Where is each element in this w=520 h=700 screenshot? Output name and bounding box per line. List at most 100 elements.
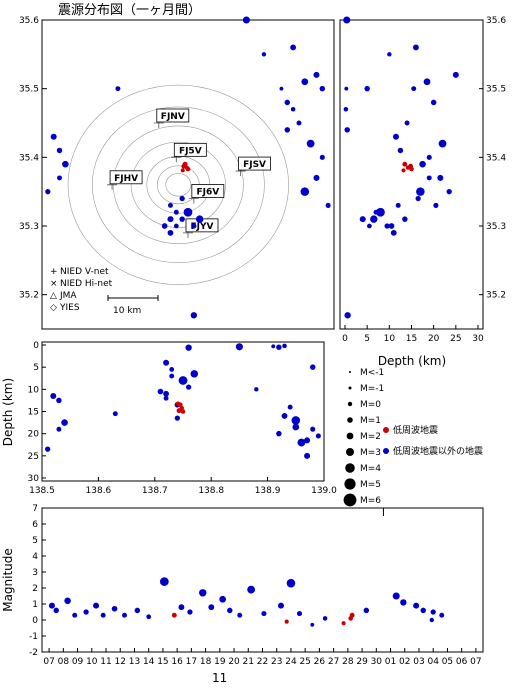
legend-label: NIED V-net — [60, 267, 109, 277]
epicenter-other — [173, 223, 179, 229]
date-tick-label: 11 — [100, 657, 111, 667]
epicenter-other — [45, 189, 51, 195]
magnitude-point-other — [93, 602, 100, 609]
magnitude-legend: M<-1 M=-1 M=0 M=1 M=2 M=3 M=4 M=5 M=6 低周波地震低周波地震以… — [343, 368, 483, 507]
hypocenter-other — [343, 16, 351, 24]
hypocenter-other — [157, 388, 164, 395]
legend-label: JMA — [59, 291, 77, 301]
hypocenter-other — [387, 52, 392, 57]
magnitude-point-other — [286, 578, 296, 588]
magnitude-point-other — [208, 604, 215, 611]
magnitude-point-low-freq — [171, 612, 177, 618]
page-title: 震源分布図（一ヶ月間） — [58, 3, 201, 18]
legend-label: NIED Hi-net — [60, 279, 113, 289]
hypocenter-other — [367, 223, 372, 229]
hypocenter-other — [287, 404, 293, 410]
map-lat-tick-label: 35.5 — [19, 85, 39, 95]
magnitude-point-other — [159, 577, 169, 586]
depth-tick-label: 20 — [428, 334, 440, 344]
hypocenter-other — [185, 384, 192, 390]
low-freq-marker-icon — [383, 427, 389, 433]
hypocenter-other — [309, 364, 316, 370]
depth-tick-label: 20 — [28, 430, 40, 440]
depth-tick-label: 10 — [28, 385, 40, 395]
map-lat-tick-label: 35.2 — [19, 291, 39, 301]
date-tick-label: 30 — [371, 657, 383, 667]
station-label-fjhv: FJHV — [109, 170, 143, 185]
hypocenter-other — [304, 452, 311, 459]
magnitude-tick-label: 1 — [32, 600, 38, 610]
hypocenter-other — [411, 86, 417, 92]
magnitude-point-other — [122, 612, 127, 618]
date-tick-label: 12 — [115, 657, 126, 667]
depth-tick-label: 0 — [33, 341, 39, 351]
hypocenter-low-freq — [408, 163, 414, 169]
lat-tick-label: 35.3 — [486, 222, 506, 232]
station-name: FJYV — [191, 222, 214, 232]
magnitude-point-other — [187, 609, 193, 615]
station-label-box — [109, 170, 143, 185]
depth-tick-label: 5 — [33, 363, 39, 373]
date-tick-label: 13 — [129, 657, 140, 667]
map-legend: + NIED V-net× NIED Hi-net△ JMA◇ YIES 10 km — [50, 267, 159, 316]
magnitude-size-icon — [347, 401, 353, 407]
magnitude-point-other — [363, 607, 370, 614]
date-tick-label: 29 — [356, 657, 368, 667]
hypocenter-other — [185, 344, 192, 351]
epicenter-low-freq — [181, 163, 187, 169]
depth-tick-label: 25 — [28, 452, 39, 462]
magnitude-point-other — [400, 599, 407, 606]
epicenter-other — [50, 133, 57, 140]
epicenter-low-freq — [180, 168, 185, 173]
hypocenter-other — [56, 426, 62, 432]
hypocenter-other — [397, 147, 404, 154]
date-tick-label: 21 — [243, 657, 254, 667]
epicenter-other — [301, 78, 309, 86]
contour-line — [67, 84, 289, 285]
epicenter-other — [261, 52, 267, 57]
hypocenter-low-freq — [180, 409, 186, 414]
date-tick-label: 03 — [413, 657, 424, 667]
hypocenter-other — [423, 78, 431, 86]
hypocenter-low-freq — [402, 161, 408, 167]
date-tick-label: 09 — [72, 657, 84, 667]
hypocenter-other — [395, 202, 401, 208]
hypocenter-other — [419, 160, 426, 168]
magnitude-axis-label: Magnitude — [1, 548, 15, 612]
epicenter-other — [56, 147, 63, 154]
lon-tick-label: 138.8 — [198, 486, 224, 496]
station-name: FJNV — [161, 112, 185, 122]
hypocenter-other — [310, 426, 316, 432]
lon-tick-label: 138.6 — [86, 486, 112, 496]
hypocenter-other — [364, 85, 370, 92]
legend-symbol-icon: △ — [50, 291, 57, 301]
other-quake-legend-label: 低周波地震以外の地震 — [393, 445, 483, 457]
station-label-box — [173, 142, 207, 157]
date-tick-label: 20 — [228, 657, 240, 667]
magnitude-size-icon — [346, 432, 354, 440]
hypocenter-other — [50, 392, 57, 399]
magnitude-point-other — [83, 609, 89, 615]
hypocenter-other — [271, 344, 276, 349]
date-tick-label: 27 — [328, 657, 339, 667]
hypocenter-other — [56, 397, 62, 404]
magnitude-point-other — [53, 607, 59, 614]
hypocenter-other — [390, 229, 397, 236]
hypocenter-other — [388, 223, 395, 229]
magnitude-point-other — [199, 589, 207, 597]
epicenter-other — [296, 120, 302, 126]
magnitude-legend-label: M=5 — [360, 480, 381, 490]
depth-tick-label: 30 — [28, 474, 40, 484]
hypocenter-other — [178, 376, 188, 385]
date-tick-label: 04 — [427, 657, 439, 667]
lat-tick-label: 35.2 — [486, 291, 506, 301]
epicenter-other — [183, 207, 193, 217]
magnitude-legend-label: M=-1 — [360, 384, 384, 394]
depth-latitude-points — [343, 16, 459, 319]
hypocenter-low-freq — [175, 401, 180, 406]
legend-symbol-icon: × — [50, 279, 58, 289]
hypocenter-other — [359, 216, 366, 223]
magnitude-point-other — [111, 605, 118, 612]
magnitude-legend-label: M=2 — [360, 432, 381, 442]
magnitude-tick-label: 0 — [32, 616, 38, 626]
